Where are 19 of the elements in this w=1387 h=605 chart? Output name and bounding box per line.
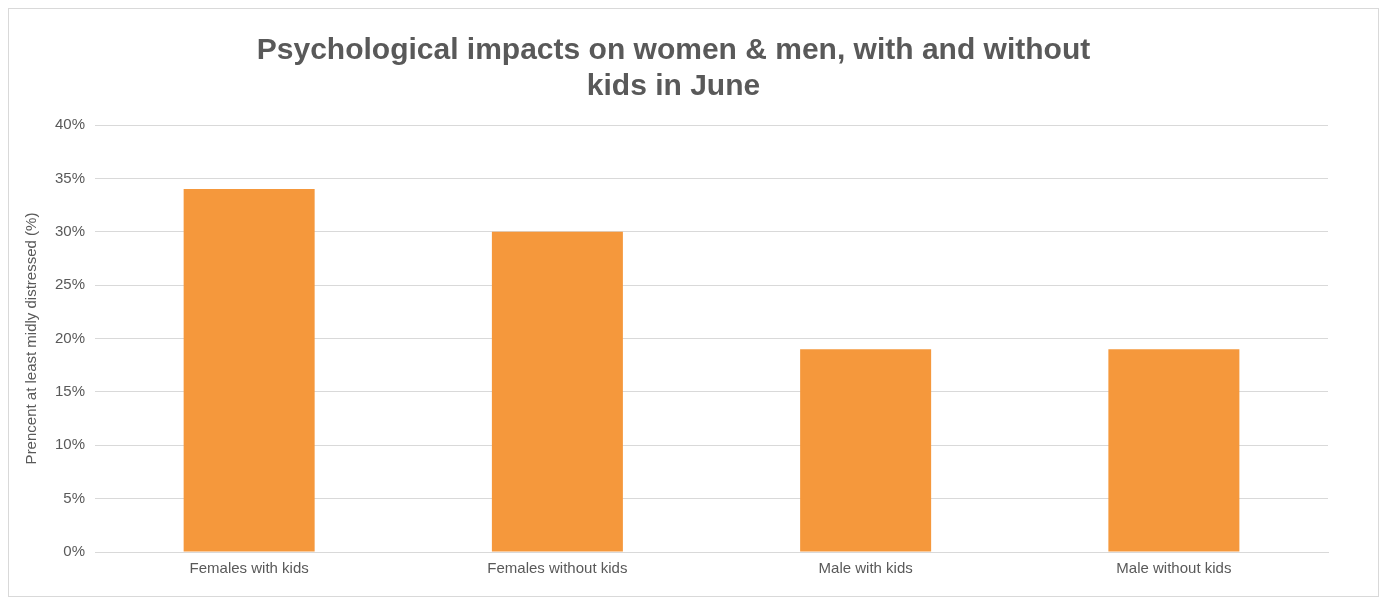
y-tick-label: 0% — [63, 542, 86, 560]
y-tick-label: 40% — [54, 115, 86, 133]
x-tick-label: Male with kids — [818, 559, 913, 577]
bar — [491, 231, 623, 552]
y-tick-label: 35% — [54, 168, 86, 186]
x-tick-label: Male without kids — [1116, 559, 1232, 577]
y-tick-label: 30% — [54, 221, 86, 239]
y-tick-label: 25% — [54, 275, 86, 293]
y-tick-label: 5% — [63, 488, 86, 506]
y-tick-label: 20% — [54, 328, 86, 346]
y-tick-label: 15% — [54, 382, 86, 400]
x-tick-label: Females without kids — [487, 559, 628, 577]
bar — [800, 349, 932, 552]
y-tick-label: 10% — [54, 435, 86, 453]
bar — [1108, 349, 1240, 552]
bar — [183, 189, 315, 552]
chart-title: Psychological impacts on women & men, with and without kids in June — [256, 32, 1091, 102]
y-axis-title: Prencent at least midly distressed (%) — [22, 212, 40, 465]
x-tick-label: Females with kids — [189, 559, 309, 577]
